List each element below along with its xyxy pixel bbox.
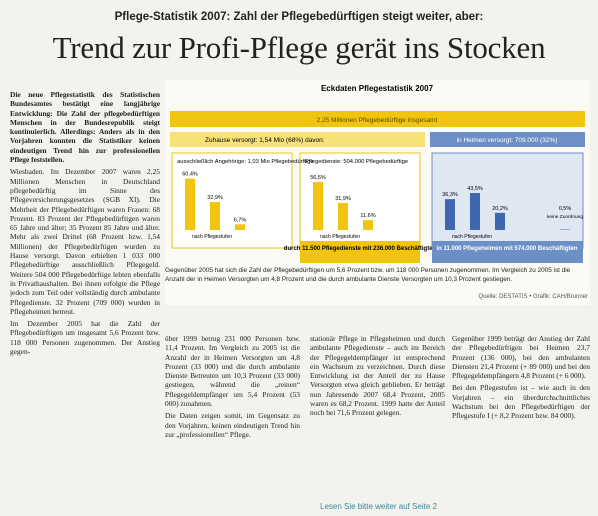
total-bar	[170, 111, 585, 127]
bar	[495, 212, 505, 230]
panel-note: nach Pflegestufen	[452, 234, 492, 240]
bar	[445, 199, 455, 230]
services-label: durch 11.500 Pflegedienste mit 236.000 B…	[284, 246, 437, 252]
homes-label: in 11.000 Pflegeheimen mit 574.000 Besch…	[436, 246, 577, 252]
bar-label: 20,2%	[492, 206, 508, 212]
home-bar	[170, 132, 425, 147]
bar-label: 6,7%	[234, 217, 247, 223]
bar-label: 36,3%	[442, 192, 458, 198]
paragraph: stationär Pflege in Pflegeheimen und dur…	[310, 334, 445, 418]
bar	[363, 220, 373, 230]
bar-label: 43,5%	[467, 186, 483, 192]
homes-box	[432, 241, 583, 263]
panel-heading: Pflegedienste: 504.000 Pflegebedürftige	[305, 159, 408, 165]
paragraph: Die Daten zeigen somit, im Gegensatz zu …	[165, 411, 300, 439]
bar	[470, 193, 480, 230]
bar-note: keine Zuordnung	[547, 214, 583, 220]
nursing-home-label: in Heimen versorgt: 709.000 (32%)	[457, 137, 558, 144]
caption: Gegenüber 2005 hat sich die Zahl der Pfl…	[165, 267, 571, 283]
bar	[185, 178, 195, 230]
column: stationär Pflege in Pflegeheimen und dur…	[310, 334, 445, 494]
infographic: Eckdaten Pflegestatistik 2007 2,25 Milli…	[165, 80, 590, 305]
column: über 1999 betrug 231 000 Personen bzw. 1…	[165, 334, 300, 506]
panel-box	[299, 152, 421, 249]
paragraph: Gegenüber 1999 beträgt der Anstieg der Z…	[452, 334, 590, 381]
column: Gegenüber 1999 beträgt der Anstieg der Z…	[452, 334, 590, 494]
bar	[338, 202, 348, 230]
panel-note: nach Pflegestufen	[320, 234, 360, 240]
paragraph: Wiesbaden. Im Dezember 2007 waren 2,25 M…	[10, 167, 160, 316]
source: Quelle: DESTATIS • Grafik: CAH/Brunner	[478, 294, 588, 300]
column: Die neue Pflegestatistik des Statistisch…	[10, 90, 160, 508]
home-label: Zuhause versorgt: 1,54 Mio (68%) davon:	[205, 137, 325, 144]
paragraph: Im Dezember 2005 hat die Zahl der Pflege…	[10, 319, 160, 357]
paragraph: Bei den Pflegestufen ist – wie auch in d…	[452, 383, 590, 421]
kicker: Pflege-Statistik 2007: Zahl der Pflegebe…	[114, 11, 484, 23]
bar	[235, 224, 245, 230]
bar-label: 11,6%	[360, 213, 375, 219]
panel-note: nach Pflegestufen	[192, 234, 232, 240]
bar-label: 56,5%	[310, 175, 326, 181]
bar-label: 32,9%	[207, 195, 223, 201]
bar	[210, 202, 220, 230]
paragraph: Die neue Pflegestatistik des Statistisch…	[10, 90, 160, 165]
headline: Trend zur Profi-Pflege gerät ins Stocken	[52, 30, 546, 65]
services-box	[300, 241, 420, 263]
bar-label: 31,9%	[335, 196, 351, 202]
bar-label: 0,5%	[559, 206, 572, 212]
total-label: 2,25 Millionen Pflegebedürftige insgesam…	[317, 117, 438, 124]
paragraph: über 1999 betrug 231 000 Personen bzw. 1…	[165, 334, 300, 409]
bar-label: 60,4%	[182, 172, 198, 178]
bar	[313, 181, 323, 230]
infographic-title: Eckdaten Pflegestatistik 2007	[321, 84, 434, 93]
panel-box	[431, 152, 584, 249]
nursing-home-bar	[430, 132, 585, 147]
panel-heading: ausschließlich Angehörige: 1,03 Mio Pfle…	[177, 159, 314, 165]
continuation-note: Lesen Sie bitte weiter auf Seite 2	[320, 502, 437, 511]
